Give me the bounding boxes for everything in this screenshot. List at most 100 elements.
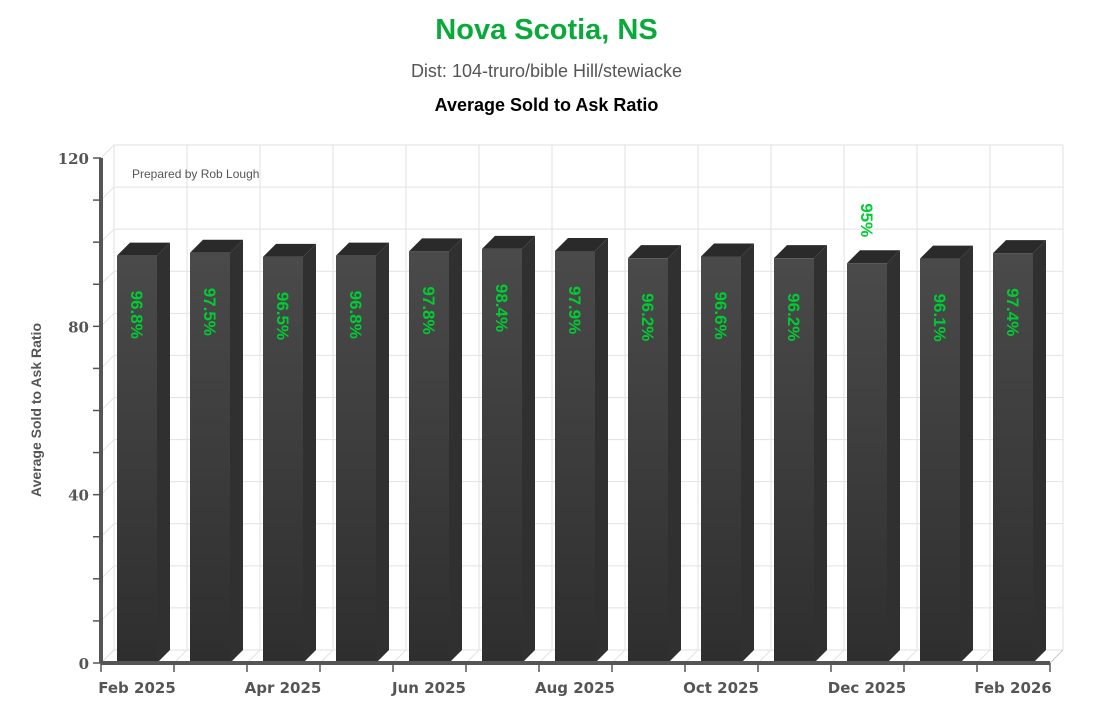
- bar-front: [847, 263, 887, 663]
- bar-top: [701, 243, 754, 257]
- gridline: [757, 649, 772, 664]
- gridline: [319, 649, 334, 664]
- bar-front: [263, 256, 303, 663]
- bar-front: [117, 255, 157, 663]
- y-tick-label: 80: [68, 318, 89, 336]
- bar-top: [774, 245, 827, 259]
- bar-side: [303, 243, 316, 664]
- x-tick-label: Dec 2025: [828, 679, 907, 697]
- bar-top: [190, 239, 243, 253]
- gridline: [100, 270, 115, 285]
- gridline: [100, 355, 115, 369]
- bar-side: [376, 242, 389, 663]
- bar-top: [263, 243, 316, 257]
- data-label: 97.5%: [200, 288, 219, 336]
- x-tick-label: Aug 2025: [535, 679, 615, 697]
- data-label: 96.2%: [784, 293, 803, 341]
- bar: 97.9%: [555, 238, 608, 664]
- bar-top: [628, 245, 681, 259]
- gridline: [173, 649, 188, 664]
- chart-title: Average Sold to Ask Ratio: [434, 95, 659, 115]
- bar-top: [409, 238, 462, 252]
- bar-side: [741, 243, 754, 663]
- data-label: 96.6%: [711, 291, 730, 339]
- bar-side: [668, 245, 681, 664]
- y-tick-label: 40: [68, 487, 89, 505]
- bar-side: [157, 242, 170, 663]
- gridline: [830, 649, 845, 664]
- gridline: [100, 649, 115, 664]
- bar: 96.2%: [628, 245, 681, 664]
- bar-top: [336, 242, 389, 256]
- gridline: [100, 186, 115, 201]
- bar-front: [701, 256, 741, 663]
- bar-side: [522, 235, 535, 663]
- bar-front: [628, 258, 668, 663]
- page-subtitle: Dist: 104-truro/bible Hill/stewiacke: [410, 61, 683, 81]
- gridline: [100, 439, 115, 453]
- gridline: [465, 649, 480, 664]
- data-label: 97.4%: [1003, 288, 1022, 336]
- bar: 98.4%: [482, 235, 535, 663]
- y-axis-label: Average Sold to Ask Ratio: [28, 323, 44, 497]
- gridline: [611, 649, 626, 664]
- gridline: [100, 607, 115, 622]
- bar: 97.5%: [190, 239, 243, 663]
- bar: 96.1%: [920, 245, 973, 663]
- gridline: [100, 523, 115, 538]
- bar-top: [117, 242, 170, 256]
- gridline: [100, 481, 115, 496]
- data-label: 96.8%: [127, 291, 146, 339]
- x-tick-label: Feb 2026: [974, 679, 1052, 697]
- y-tick-label: 0: [79, 655, 89, 673]
- bar-front: [482, 248, 522, 663]
- bar-top: [993, 240, 1046, 254]
- gridline: [100, 565, 115, 580]
- bar-front: [409, 251, 449, 664]
- gridline: [100, 312, 115, 327]
- bar: 96.2%: [774, 245, 827, 664]
- gridline: [100, 397, 115, 411]
- x-tick-label: Feb 2025: [98, 679, 176, 697]
- bar-top: [555, 238, 608, 252]
- data-label: 95%: [857, 203, 876, 237]
- bar-side: [1033, 240, 1046, 663]
- data-label: 96.8%: [346, 291, 365, 339]
- bar-top: [482, 235, 535, 249]
- data-label: 96.5%: [273, 292, 292, 340]
- gridline: [100, 144, 115, 159]
- gridline: [903, 649, 918, 664]
- gridline: [538, 649, 553, 664]
- x-tick-label: Oct 2025: [683, 679, 759, 697]
- bar: 96.5%: [263, 243, 316, 664]
- bar-side: [449, 238, 462, 664]
- bar: 96.6%: [701, 243, 754, 663]
- bar-front: [993, 253, 1033, 663]
- page-title: Nova Scotia, NS: [435, 14, 658, 46]
- bar: 97.4%: [993, 240, 1046, 663]
- chart-credit: Prepared by Rob Lough: [132, 167, 259, 181]
- y-tick-label: 120: [58, 150, 89, 168]
- x-tick-label: Apr 2025: [245, 679, 322, 697]
- bar-side: [887, 250, 900, 664]
- data-label: 97.8%: [419, 286, 438, 334]
- bar-side: [595, 238, 608, 664]
- gridline: [246, 649, 261, 664]
- bar-top: [847, 250, 900, 264]
- bar-top: [920, 245, 973, 259]
- data-label: 96.1%: [930, 294, 949, 342]
- data-label: 97.9%: [565, 286, 584, 334]
- gridline: [1049, 649, 1064, 664]
- gridline: [976, 649, 991, 664]
- bar-front: [920, 258, 960, 663]
- bar-front: [336, 255, 376, 663]
- x-tick-label: Jun 2025: [391, 679, 466, 697]
- bar: 96.8%: [117, 242, 170, 663]
- bar: 97.8%: [409, 238, 462, 664]
- bar-front: [555, 251, 595, 664]
- bar-front: [774, 258, 814, 663]
- gridline: [100, 228, 115, 243]
- gridline: [392, 649, 407, 664]
- gridline: [684, 649, 699, 664]
